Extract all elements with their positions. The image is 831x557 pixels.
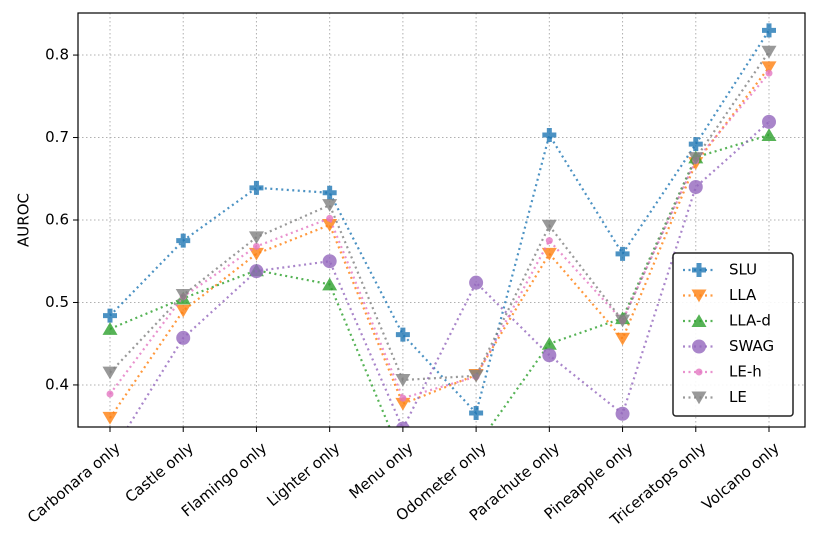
marker bbox=[102, 411, 118, 425]
legend-label: LE-h bbox=[729, 363, 762, 381]
marker bbox=[762, 114, 776, 129]
y-tick-label: 0.5 bbox=[45, 293, 69, 311]
marker bbox=[106, 390, 114, 398]
marker bbox=[541, 247, 557, 261]
marker bbox=[102, 322, 118, 335]
series-line bbox=[109, 72, 770, 400]
x-tick-label: Lighter only bbox=[263, 439, 343, 510]
legend-label: LE bbox=[729, 388, 747, 406]
marker bbox=[542, 128, 557, 143]
x-tick-label: Carbonara only bbox=[24, 439, 124, 527]
marker bbox=[545, 237, 553, 245]
legend-label: SLU bbox=[729, 261, 757, 279]
marker bbox=[615, 246, 630, 261]
marker bbox=[691, 391, 707, 405]
series-line bbox=[109, 29, 770, 416]
marker bbox=[322, 277, 338, 291]
marker bbox=[248, 231, 264, 245]
marker bbox=[688, 180, 703, 195]
marker bbox=[395, 327, 410, 342]
plot-area bbox=[102, 23, 777, 427]
y-tick-label: 0.6 bbox=[45, 211, 69, 229]
x-tick-label: Castle only bbox=[122, 439, 197, 506]
marker bbox=[542, 348, 557, 363]
legend-label: SWAG bbox=[729, 337, 774, 355]
marker bbox=[692, 339, 706, 354]
marker bbox=[322, 254, 337, 269]
series-line bbox=[126, 121, 770, 427]
legend: SLU LLA LLA-d SWAG LE-h LE bbox=[672, 252, 794, 417]
y-tick-label: 0.4 bbox=[45, 375, 69, 393]
marker bbox=[322, 199, 338, 212]
marker bbox=[176, 330, 191, 345]
legend-label: LLA bbox=[729, 286, 757, 304]
marker bbox=[468, 369, 484, 383]
y-axis-label: AUROC bbox=[15, 193, 33, 247]
axes-frame bbox=[77, 12, 806, 428]
marker bbox=[688, 137, 703, 152]
series-line bbox=[109, 66, 770, 419]
marker bbox=[761, 61, 777, 75]
marker bbox=[395, 397, 411, 411]
marker bbox=[176, 233, 191, 248]
marker bbox=[326, 214, 334, 222]
marker bbox=[615, 314, 631, 328]
marker bbox=[103, 308, 117, 323]
marker bbox=[615, 332, 631, 346]
marker bbox=[762, 23, 776, 38]
x-tick-label: Menu only bbox=[346, 439, 417, 503]
marker bbox=[541, 336, 557, 350]
series-line bbox=[109, 51, 770, 382]
y-tick-label: 0.8 bbox=[45, 46, 69, 64]
marker bbox=[691, 289, 707, 303]
marker bbox=[469, 405, 484, 420]
marker bbox=[249, 180, 264, 195]
marker bbox=[396, 421, 410, 427]
series-line bbox=[109, 134, 770, 427]
marker bbox=[322, 218, 338, 232]
marker bbox=[469, 275, 484, 290]
marker bbox=[688, 152, 704, 165]
marker bbox=[399, 394, 407, 402]
marker bbox=[761, 45, 777, 59]
marker bbox=[102, 366, 118, 380]
marker bbox=[691, 314, 707, 327]
legend-label: LLA-d bbox=[729, 312, 771, 330]
marker bbox=[175, 289, 191, 302]
marker bbox=[541, 219, 557, 233]
marker bbox=[322, 185, 337, 200]
marker bbox=[395, 373, 411, 387]
marker bbox=[248, 247, 264, 261]
marker bbox=[692, 263, 706, 277]
marker bbox=[615, 406, 630, 421]
y-tick-label: 0.7 bbox=[45, 128, 69, 146]
marker bbox=[695, 368, 703, 376]
marker bbox=[765, 69, 773, 77]
x-tick-label: Volcano only bbox=[698, 439, 782, 514]
marker bbox=[252, 242, 260, 250]
marker bbox=[249, 264, 264, 279]
marker bbox=[175, 304, 191, 318]
marker bbox=[761, 128, 777, 142]
